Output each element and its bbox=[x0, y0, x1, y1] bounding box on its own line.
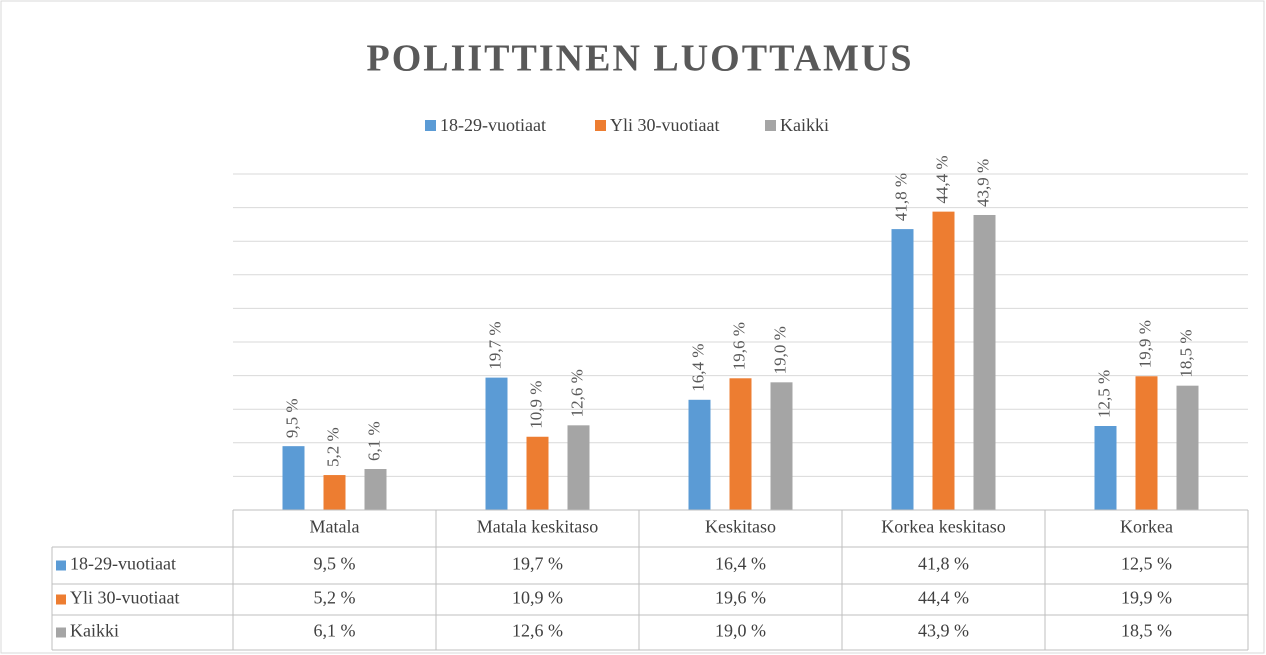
table-row-label: Kaikki bbox=[70, 621, 119, 641]
bar bbox=[1176, 385, 1199, 510]
bar bbox=[364, 469, 387, 510]
legend-swatch bbox=[765, 120, 776, 131]
bar bbox=[973, 214, 996, 510]
bar bbox=[323, 475, 346, 510]
bar bbox=[526, 436, 549, 510]
table-cell: 19,6 % bbox=[715, 588, 766, 608]
table-cell: 5,2 % bbox=[314, 588, 356, 608]
legend-swatch bbox=[425, 120, 436, 131]
x-tick-label: Matala bbox=[310, 517, 360, 537]
x-tick-label: Korkea bbox=[1120, 517, 1173, 537]
legend-swatch bbox=[595, 120, 606, 131]
data-label: 19,6 % bbox=[729, 322, 748, 370]
x-tick-label: Korkea keskitaso bbox=[881, 517, 1005, 537]
bar bbox=[891, 229, 914, 510]
bar bbox=[770, 382, 793, 510]
table-legend-key bbox=[56, 560, 66, 571]
legend-label: Yli 30-vuotiaat bbox=[610, 115, 719, 135]
table-cell: 43,9 % bbox=[918, 621, 969, 641]
data-label: 19,0 % bbox=[770, 326, 789, 374]
table-cell: 12,6 % bbox=[512, 621, 563, 641]
bar bbox=[485, 377, 508, 510]
x-tick-label: Matala keskitaso bbox=[477, 517, 598, 537]
table-cell: 16,4 % bbox=[715, 554, 766, 574]
table-row-label: Yli 30-vuotiaat bbox=[70, 588, 179, 608]
data-label: 5,2 % bbox=[323, 427, 342, 467]
data-label: 16,4 % bbox=[688, 344, 707, 392]
table-cell: 44,4 % bbox=[918, 588, 969, 608]
table-cell: 12,5 % bbox=[1121, 554, 1172, 574]
data-label: 19,9 % bbox=[1135, 320, 1154, 368]
bar bbox=[282, 446, 305, 510]
data-label: 6,1 % bbox=[364, 421, 383, 461]
bar bbox=[567, 425, 590, 510]
bar bbox=[688, 399, 711, 510]
data-label: 12,6 % bbox=[567, 369, 586, 417]
data-label: 41,8 % bbox=[891, 173, 910, 221]
table-cell: 18,5 % bbox=[1121, 621, 1172, 641]
bar bbox=[729, 378, 752, 510]
table-legend-key bbox=[56, 594, 66, 605]
table-row-label: 18-29-vuotiaat bbox=[70, 554, 176, 574]
data-label: 12,5 % bbox=[1094, 370, 1113, 418]
x-tick-label: Keskitaso bbox=[705, 517, 776, 537]
data-label: 9,5 % bbox=[282, 398, 301, 438]
table-legend-key bbox=[56, 627, 66, 638]
table-cell: 41,8 % bbox=[918, 554, 969, 574]
data-label: 19,7 % bbox=[485, 321, 504, 369]
legend-label: Kaikki bbox=[780, 115, 829, 135]
bar bbox=[1094, 426, 1117, 510]
table-cell: 6,1 % bbox=[314, 621, 356, 641]
bar bbox=[1135, 376, 1158, 510]
legend-label: 18-29-vuotiaat bbox=[440, 115, 546, 135]
table-cell: 19,0 % bbox=[715, 621, 766, 641]
table-cell: 19,7 % bbox=[512, 554, 563, 574]
data-label: 10,9 % bbox=[526, 381, 545, 429]
table-cell: 9,5 % bbox=[314, 554, 356, 574]
table-cell: 19,9 % bbox=[1121, 588, 1172, 608]
data-label: 18,5 % bbox=[1176, 330, 1195, 378]
chart-title: POLIITTINEN LUOTTAMUS bbox=[366, 38, 913, 80]
bar bbox=[932, 211, 955, 510]
table-cell: 10,9 % bbox=[512, 588, 563, 608]
data-label: 44,4 % bbox=[932, 155, 951, 203]
data-label: 43,9 % bbox=[973, 159, 992, 207]
